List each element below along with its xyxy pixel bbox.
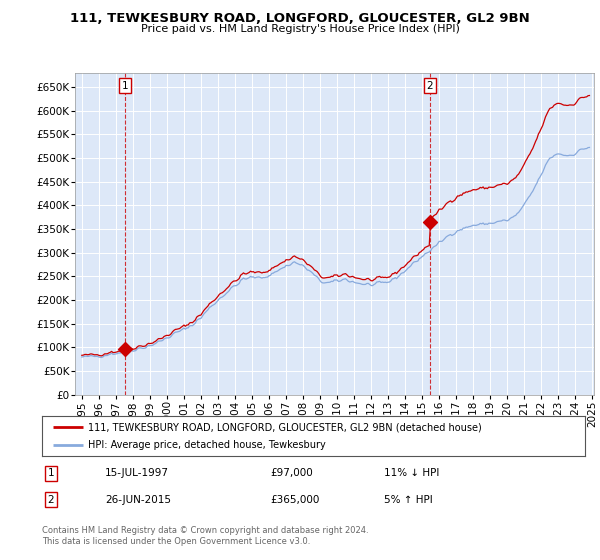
Text: Contains HM Land Registry data © Crown copyright and database right 2024.
This d: Contains HM Land Registry data © Crown c… [42, 526, 368, 546]
Point [120, 344, 130, 353]
Text: 2: 2 [47, 494, 55, 505]
Text: 1: 1 [47, 468, 55, 478]
Text: 26-JUN-2015: 26-JUN-2015 [105, 494, 171, 505]
Text: 2: 2 [427, 81, 433, 91]
Text: £365,000: £365,000 [270, 494, 319, 505]
Point [425, 217, 435, 226]
Text: 111, TEWKESBURY ROAD, LONGFORD, GLOUCESTER, GL2 9BN: 111, TEWKESBURY ROAD, LONGFORD, GLOUCEST… [70, 12, 530, 25]
Text: 5% ↑ HPI: 5% ↑ HPI [384, 494, 433, 505]
Text: 1: 1 [122, 81, 128, 91]
Text: 15-JUL-1997: 15-JUL-1997 [105, 468, 169, 478]
Text: £97,000: £97,000 [270, 468, 313, 478]
Text: 111, TEWKESBURY ROAD, LONGFORD, GLOUCESTER, GL2 9BN (detached house): 111, TEWKESBURY ROAD, LONGFORD, GLOUCEST… [88, 422, 482, 432]
Text: 11% ↓ HPI: 11% ↓ HPI [384, 468, 439, 478]
Text: HPI: Average price, detached house, Tewkesbury: HPI: Average price, detached house, Tewk… [88, 440, 326, 450]
Text: Price paid vs. HM Land Registry's House Price Index (HPI): Price paid vs. HM Land Registry's House … [140, 24, 460, 34]
